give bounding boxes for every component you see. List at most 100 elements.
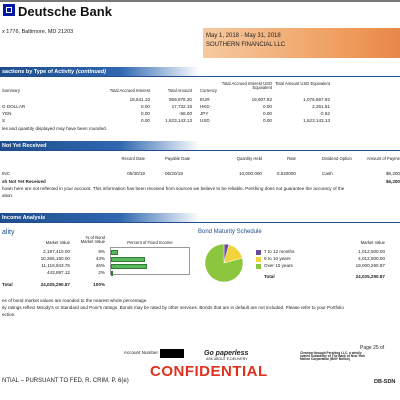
total-amount: $6,200 bbox=[385, 179, 400, 184]
cell: 06/20/18 bbox=[165, 171, 183, 176]
cell: EUR bbox=[200, 97, 210, 102]
section-title: sactions by Type of Activity bbox=[2, 69, 75, 75]
column-header: Amount of Payme bbox=[366, 156, 400, 161]
client-name: SOUTHERN FINANCIAL LLC bbox=[206, 42, 286, 48]
cell: 05/30/18 bbox=[127, 171, 145, 176]
page-number: Page 25 of bbox=[360, 345, 385, 351]
cell: 0.00 bbox=[263, 111, 272, 116]
cell: JPY bbox=[200, 111, 209, 116]
percent-bar bbox=[111, 270, 113, 276]
column-header: Summary bbox=[2, 88, 20, 93]
row-label: S bbox=[2, 118, 6, 123]
section-title: Income Analysis bbox=[2, 215, 46, 221]
cell: 0.00 bbox=[141, 118, 150, 123]
clearing-note: Clearing through Pershing LLC, a wholly … bbox=[300, 351, 366, 362]
cell: 10,265,150.00 bbox=[40, 256, 70, 261]
cell: -58.00 bbox=[178, 111, 192, 116]
total-rule bbox=[0, 1, 130, 2]
percent-bar bbox=[111, 256, 145, 262]
cell: 1,623,143.13 bbox=[165, 118, 192, 123]
section-rule bbox=[0, 222, 400, 223]
column-header: Dividend Option bbox=[322, 156, 352, 161]
cell: 9% bbox=[98, 249, 105, 254]
maturity-pie bbox=[204, 243, 244, 283]
column-header: Currency bbox=[200, 88, 217, 93]
subsection-title: Bond Maturity Schedule bbox=[198, 229, 262, 235]
total-pct: 100% bbox=[93, 282, 105, 287]
note: ection. bbox=[2, 312, 16, 317]
pie-slice bbox=[204, 243, 244, 283]
section-rule bbox=[0, 76, 400, 77]
logo-slash bbox=[6, 7, 12, 13]
column-header: Quantity Held bbox=[236, 156, 262, 161]
column-header: Payable Date bbox=[165, 156, 191, 161]
note: ity ratings reflect Moody's or Standard … bbox=[2, 305, 344, 310]
row-label: G DOLLAR bbox=[2, 104, 26, 109]
note: ation. bbox=[2, 193, 14, 198]
subsection-title: ality bbox=[2, 229, 15, 236]
cell: 1,012,500.00 bbox=[358, 249, 385, 254]
cell: 0.00 bbox=[141, 104, 150, 109]
column-header: Rate bbox=[287, 156, 296, 161]
total-value: 24,025,290.87 bbox=[40, 282, 70, 287]
cell: 17,732.18 bbox=[171, 104, 192, 109]
section-bar bbox=[0, 141, 200, 151]
total-value: 24,025,290.87 bbox=[355, 274, 385, 279]
percent-bar bbox=[111, 263, 147, 269]
period-box bbox=[203, 28, 400, 58]
address: x 1776, Baltimore, MD 21203 bbox=[2, 29, 74, 35]
section-bar bbox=[0, 213, 200, 223]
cell: 4,012,500.00 bbox=[358, 256, 385, 261]
doc-id: DB-SDN bbox=[374, 379, 396, 385]
cell: 1,623,143.13 bbox=[303, 118, 330, 123]
cell: 959,876.30 bbox=[169, 97, 192, 102]
account-box bbox=[160, 349, 184, 358]
cell: HKD bbox=[200, 104, 210, 109]
paperless: Go paperless bbox=[204, 350, 249, 357]
legend-swatch bbox=[256, 257, 261, 262]
header-rule bbox=[0, 0, 400, 1]
cell: 2,187,410.00 bbox=[43, 249, 70, 254]
cell: 18,541.10 bbox=[129, 97, 150, 102]
paperless-sub: ASK ABOUT E-DELIVERY bbox=[206, 357, 248, 361]
cell: USD bbox=[200, 118, 210, 123]
section-title: Not Yet Received bbox=[2, 143, 47, 149]
cell: Cash bbox=[322, 171, 333, 176]
total-label: sh Not Yet Received bbox=[2, 179, 46, 184]
cell: 0.620000 bbox=[276, 171, 296, 176]
total-label: Total bbox=[2, 282, 13, 287]
confidential-stamp: CONFIDENTIAL bbox=[150, 363, 268, 380]
cell: 43% bbox=[95, 256, 105, 261]
cell: $6,200 bbox=[385, 171, 400, 176]
legend-swatch bbox=[256, 250, 261, 255]
cell: 2% bbox=[98, 270, 105, 275]
confidential-legend: NTIAL – PURSUANT TO FED. R. CRIM. P. 6(e… bbox=[2, 378, 129, 384]
cell: 19,000,290.87 bbox=[355, 263, 385, 268]
cell: 0.00 bbox=[141, 111, 150, 116]
logo-text: Deutsche Bank bbox=[18, 4, 112, 19]
section-title-note: (continued) bbox=[76, 69, 106, 75]
cell: 1,076,667.92 bbox=[303, 97, 330, 102]
column-header: Percent of Fixed Income bbox=[127, 240, 173, 245]
column-header: Total Accrued Interest USD Equivalent bbox=[221, 81, 272, 91]
percent-bar bbox=[111, 249, 119, 255]
cell: 443,897.12 bbox=[47, 270, 70, 275]
cell: 46% bbox=[95, 263, 105, 268]
row-label: YEN bbox=[2, 111, 12, 116]
section-bar bbox=[0, 67, 200, 77]
account-label: Account Number bbox=[123, 350, 158, 355]
column-header: Market Value bbox=[45, 240, 70, 245]
total-label: Total bbox=[264, 274, 275, 279]
legend-label: Over 10 years bbox=[264, 263, 293, 268]
column-header: % of Bond Market Value bbox=[80, 235, 105, 245]
cell: 10,000.000 bbox=[239, 171, 262, 176]
column-header: Total Amount USD Equivalent bbox=[275, 81, 330, 86]
column-header: Total Accrued Interest bbox=[109, 88, 150, 93]
legend-swatch bbox=[256, 264, 261, 269]
cell: 0.00 bbox=[263, 104, 272, 109]
cell: -0.52 bbox=[319, 111, 330, 116]
note: es of bond market values are rounded to … bbox=[2, 298, 148, 303]
column-header: Record Date bbox=[121, 156, 145, 161]
column-header: Total Amount bbox=[167, 88, 192, 93]
